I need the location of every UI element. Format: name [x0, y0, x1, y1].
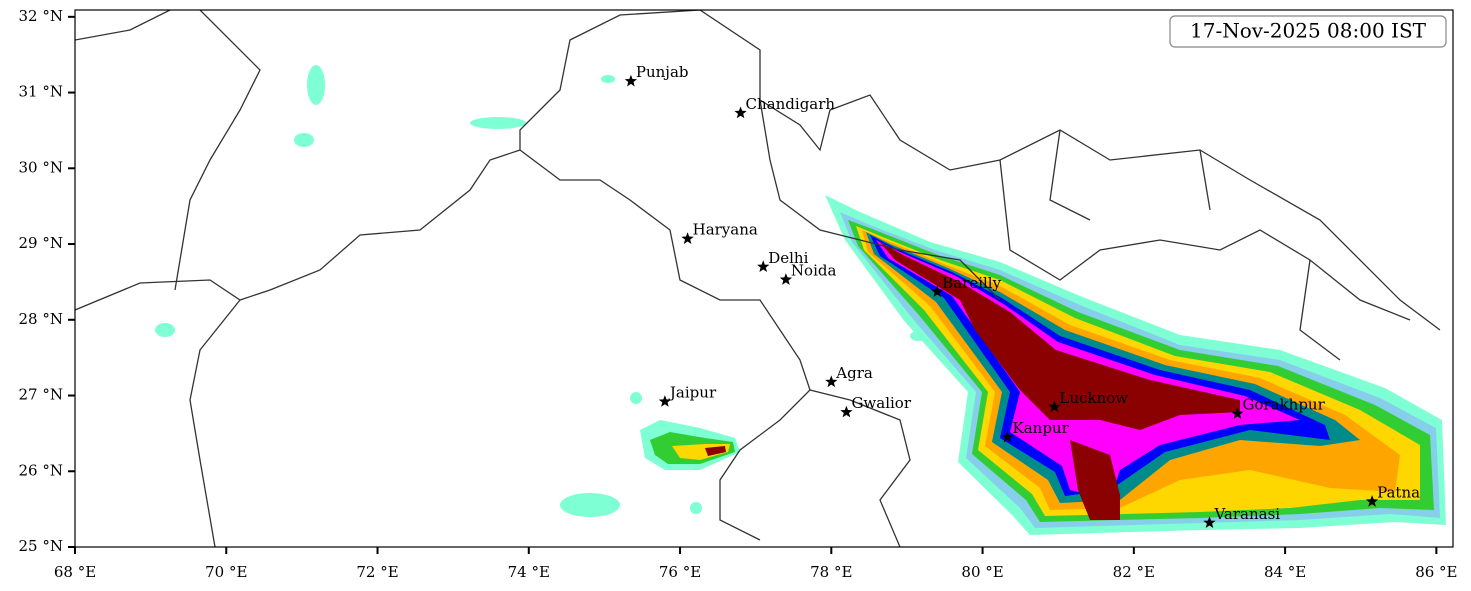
- city-marker: [931, 285, 944, 297]
- city-label: Bareilly: [942, 274, 1001, 292]
- y-tick-label: 26 °N: [19, 461, 63, 479]
- x-tick-label: 68 °E: [54, 563, 96, 581]
- y-tick-label: 31 °N: [19, 83, 63, 101]
- y-tick-label: 30 °N: [19, 158, 63, 176]
- city-label: Punjab: [636, 63, 689, 81]
- city-marker: [1001, 430, 1014, 443]
- city-label: Haryana: [693, 221, 758, 239]
- city-marker: [1048, 400, 1061, 413]
- city-label: Delhi: [768, 249, 808, 267]
- x-tick-label: 70 °E: [205, 563, 247, 581]
- y-tick-label: 32 °N: [19, 7, 63, 25]
- city-marker: [1203, 516, 1216, 528]
- y-tick-label: 25 °N: [19, 537, 63, 555]
- city-marker: [757, 260, 770, 272]
- plot-frame: [74, 9, 1454, 548]
- x-tick-label: 76 °E: [659, 563, 701, 581]
- y-tick-label: 27 °N: [19, 386, 63, 404]
- city-label: Agra: [835, 364, 873, 382]
- city-label: Gorakhpur: [1242, 396, 1325, 414]
- city-label: Patna: [1377, 484, 1420, 502]
- y-tick-label: 29 °N: [19, 234, 63, 252]
- main-rain-band: [825, 195, 1446, 535]
- x-tick-label: 72 °E: [356, 563, 398, 581]
- city-marker: [658, 395, 672, 407]
- borders: [75, 10, 1441, 547]
- city-label: Noida: [791, 262, 837, 280]
- city-label: Gwalior: [851, 394, 911, 412]
- x-tick-label: 74 °E: [508, 563, 550, 581]
- city-marker: [1231, 407, 1244, 419]
- city-label: Kanpur: [1013, 419, 1070, 437]
- x-tick-label: 86 °E: [1415, 563, 1457, 581]
- city-marker: [624, 74, 638, 87]
- x-tick-label: 80 °E: [961, 563, 1003, 581]
- city-marker: [779, 273, 793, 285]
- y-tick-label: 28 °N: [19, 310, 63, 328]
- city-marker: [840, 405, 853, 418]
- city-marker: [1365, 495, 1379, 507]
- city-label: Varanasi: [1213, 505, 1280, 523]
- x-tick-label: 82 °E: [1113, 563, 1155, 581]
- x-tick-label: 84 °E: [1264, 563, 1306, 581]
- city-label: Lucknow: [1059, 389, 1128, 407]
- city-label: Jaipur: [668, 384, 717, 402]
- timestamp-box: 17-Nov-2025 08:00 IST: [1169, 15, 1447, 48]
- jaipur-rain-cell: [640, 420, 740, 470]
- x-tick-label: 78 °E: [810, 563, 852, 581]
- timestamp: 17-Nov-2025 08:00 IST: [1190, 19, 1427, 43]
- city-marker: [734, 106, 747, 119]
- precipitation: [155, 65, 1446, 535]
- city-marker: [681, 232, 694, 244]
- city-marker: [825, 375, 838, 388]
- small-rain-cells: [155, 65, 926, 517]
- legend-box: [1169, 15, 1447, 48]
- city-label: Chandigarh: [746, 95, 836, 113]
